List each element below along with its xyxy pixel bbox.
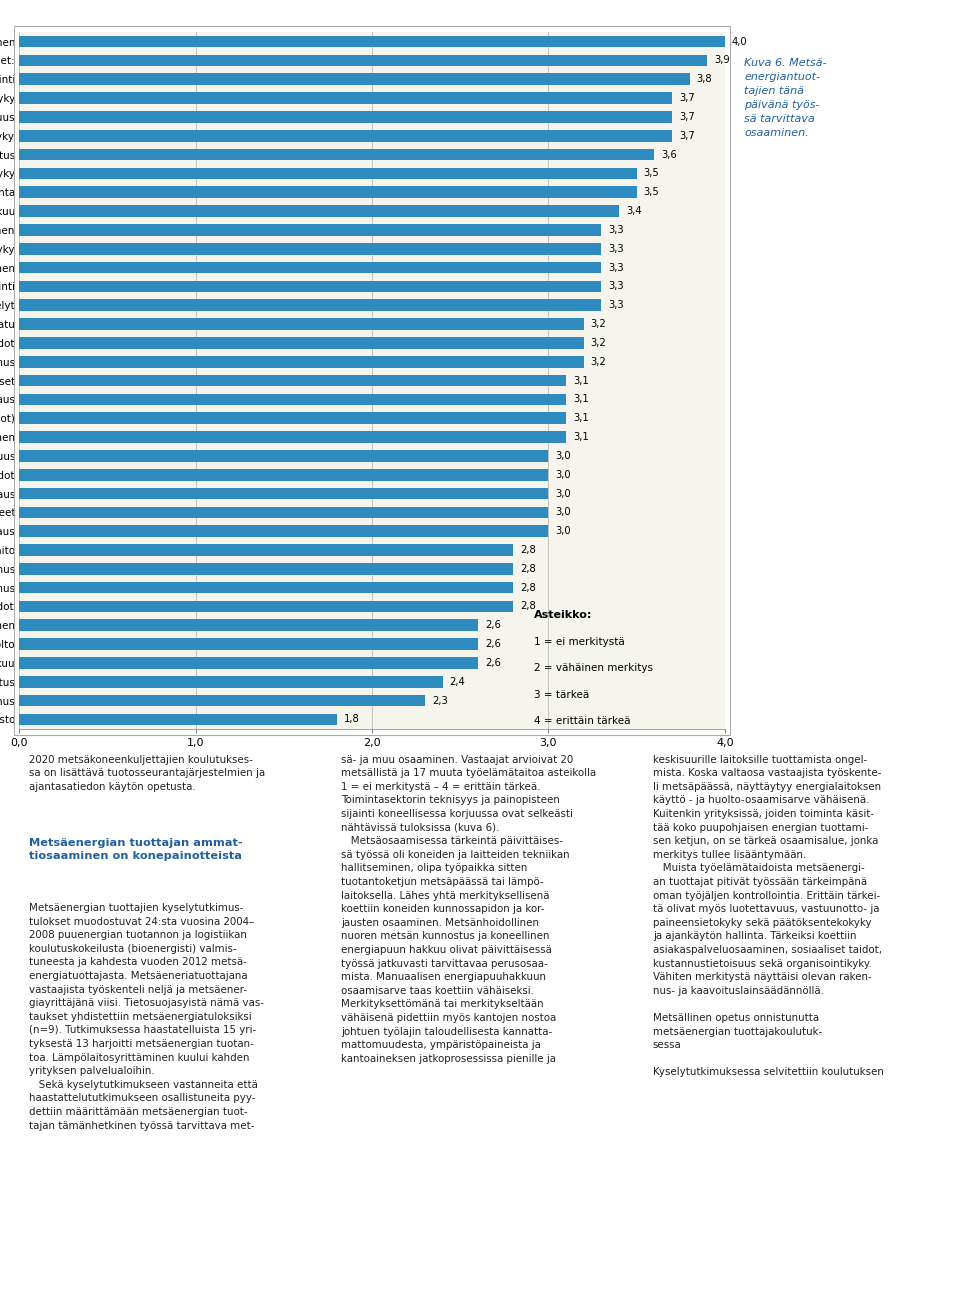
Text: 3,7: 3,7 [679,93,695,103]
Text: Metsäenergian tuottajien kyselytutkimus-
tulokset muodostuvat 24:sta vuosina 200: Metsäenergian tuottajien kyselytutkimus-… [29,903,264,1130]
Bar [19,657,478,668]
Text: 2,6: 2,6 [485,620,501,631]
Bar [19,224,601,236]
Bar [19,205,619,217]
Bar [19,54,708,66]
Text: 3,3: 3,3 [609,244,624,254]
Bar [19,374,566,387]
Text: 4 = erittäin tärkeä: 4 = erittäin tärkeä [535,716,631,726]
Bar [19,507,548,519]
Text: keskisuurille laitoksille tuottamista ongel-
mista. Koska valtaosa vastaajista t: keskisuurille laitoksille tuottamista on… [653,755,883,1077]
Bar [19,413,566,424]
Bar [19,695,425,707]
Text: sä- ja muu osaaminen. Vastaajat arvioivat 20
metsällistä ja 17 muuta työelämätai: sä- ja muu osaaminen. Vastaajat arvioiva… [341,755,596,1064]
Text: 1,8: 1,8 [344,715,360,725]
Bar [19,74,689,85]
Text: 4,0: 4,0 [732,36,748,46]
Bar [19,148,655,160]
Bar [19,36,725,48]
Text: 3,5: 3,5 [643,169,660,178]
Text: 2,4: 2,4 [449,677,466,686]
Text: 3,2: 3,2 [590,357,607,366]
Text: 3,1: 3,1 [573,395,588,404]
Bar [19,676,443,688]
Text: 2,6: 2,6 [485,639,501,649]
Text: 6: 6 [922,1254,931,1268]
Text: 3,0: 3,0 [556,526,571,537]
Bar [19,601,513,613]
Text: Kuva 6. Metsä-
energiantuot-
tajien tänä
päivänä työs-
sä tarvittava
osaaminen.: Kuva 6. Metsä- energiantuot- tajien tänä… [744,58,827,138]
Bar [19,93,672,104]
Text: 3,3: 3,3 [609,301,624,310]
Text: 3,9: 3,9 [714,55,730,66]
Bar [19,168,636,179]
Text: 3,0: 3,0 [556,507,571,517]
Bar [19,544,513,556]
Text: 2020 metsäkoneenkuljettajien koulutukses-
sa on lisättävä tuotosseurantajärjeste: 2020 metsäkoneenkuljettajien koulutukses… [29,755,265,792]
Text: 2,8: 2,8 [520,544,536,555]
Text: 3,1: 3,1 [573,432,588,442]
Bar [19,299,601,311]
Bar [19,337,584,348]
Bar [19,393,566,405]
Text: 3,3: 3,3 [609,224,624,235]
Text: 2,8: 2,8 [520,583,536,592]
Text: 2,8: 2,8 [520,601,536,611]
Bar [19,562,513,574]
Bar [19,319,584,330]
Text: Metsäenergian tuottajan ammat-
tiosaaminen on konepainotteista: Metsäenergian tuottajan ammat- tiosaamin… [29,838,243,860]
Text: 3,0: 3,0 [556,451,571,461]
Text: 3,1: 3,1 [573,413,588,423]
Text: 3,1: 3,1 [573,375,588,386]
Text: 2,8: 2,8 [520,564,536,574]
Bar [19,713,337,725]
Text: 3 = tärkeä: 3 = tärkeä [535,690,589,700]
Text: 3,4: 3,4 [626,206,641,217]
Text: 3,3: 3,3 [609,263,624,272]
Text: 3,8: 3,8 [697,75,712,84]
Bar [19,431,566,442]
Text: 3,7: 3,7 [679,130,695,141]
Text: 3,3: 3,3 [609,281,624,292]
Text: 3,0: 3,0 [556,470,571,480]
Bar [19,450,548,462]
Bar [19,582,513,593]
Bar [19,111,672,123]
Text: 3,0: 3,0 [556,489,571,498]
Bar [19,281,601,293]
Bar [19,639,478,650]
Text: 2 = vähäinen merkitys: 2 = vähäinen merkitys [535,663,654,673]
Text: 1 = ei merkitystä: 1 = ei merkitystä [535,637,625,646]
Bar [19,187,636,199]
Bar [19,619,478,631]
Bar [19,468,548,480]
Text: 3,7: 3,7 [679,112,695,123]
Bar [19,262,601,273]
Text: 2,6: 2,6 [485,658,501,668]
Bar [19,488,548,499]
Text: TTS:n tiedote: Metsätyö, -energia ja yrittäjyys 7/2013 (768): TTS:n tiedote: Metsätyö, -energia ja yri… [256,1254,704,1268]
Bar [19,130,672,142]
Text: 2,3: 2,3 [432,695,447,706]
Text: 3,2: 3,2 [590,319,607,329]
Text: Asteikko:: Asteikko: [535,610,592,620]
Text: 3,6: 3,6 [661,150,677,160]
Bar [19,243,601,254]
Text: 3,2: 3,2 [590,338,607,348]
Bar [19,525,548,537]
Text: 3,5: 3,5 [643,187,660,197]
Bar [19,356,584,368]
